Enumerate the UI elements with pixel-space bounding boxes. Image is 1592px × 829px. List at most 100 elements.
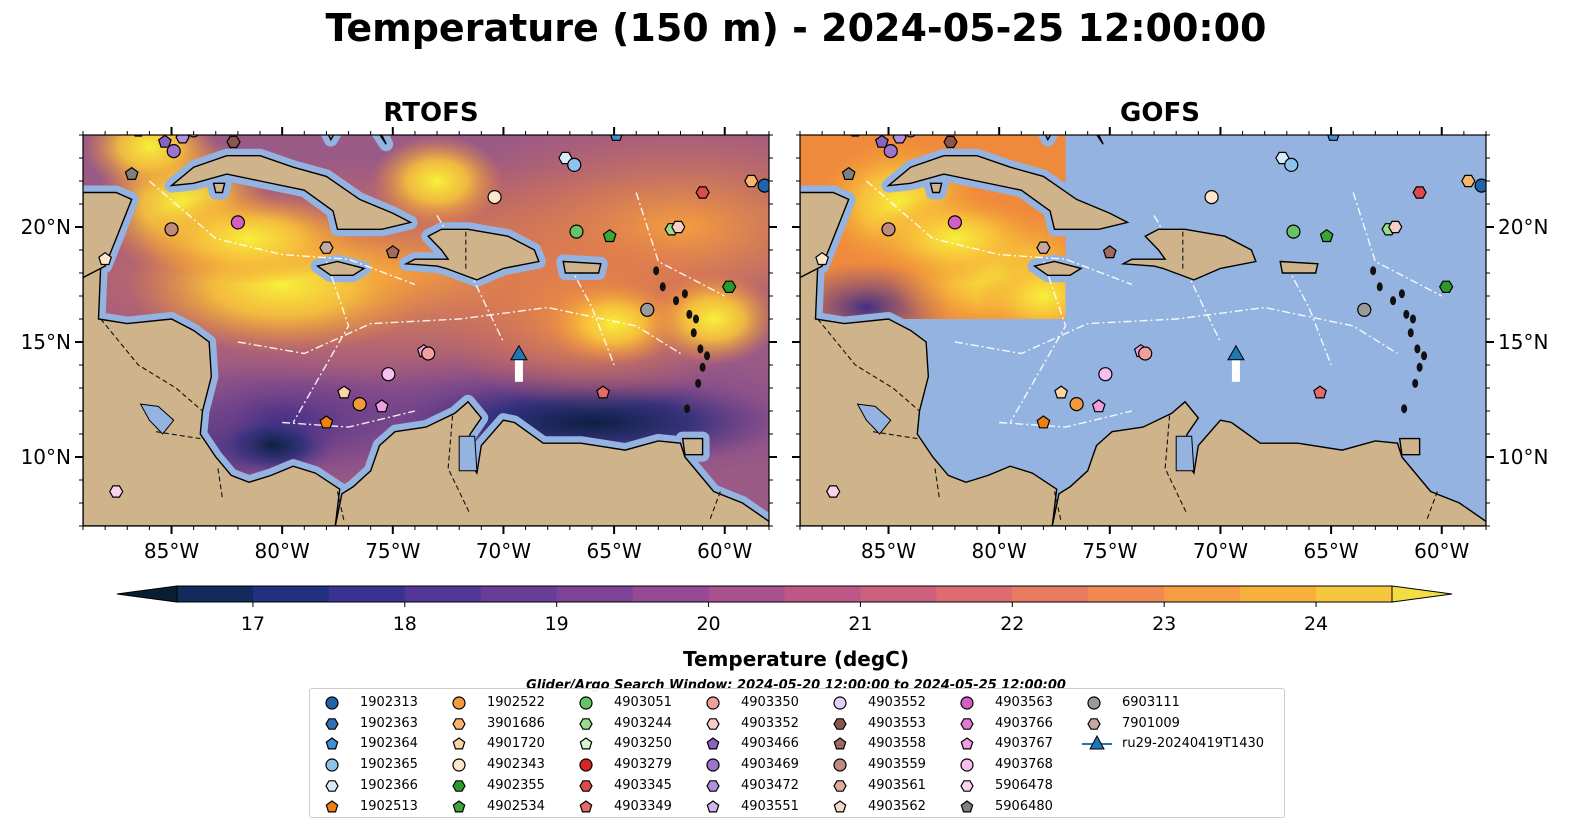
legend-label: 4903551 <box>741 798 799 814</box>
lat-tick-label: 20°N <box>21 215 71 239</box>
lon-tick-label: 60°W <box>697 539 752 563</box>
legend-marker <box>325 779 339 792</box>
float-marker <box>164 222 179 237</box>
legend-marker <box>960 717 974 730</box>
legend: 1902313 1902363 1902364 1902365 1902366 19025… <box>309 688 1285 818</box>
lon-tick-label: 75°W <box>365 539 420 563</box>
float-marker <box>1102 245 1117 259</box>
colorbar-bin <box>1240 586 1317 602</box>
legend-label: 4902355 <box>487 777 545 793</box>
legend-marker <box>325 696 339 710</box>
gofs-panel-title: GOFS <box>1120 98 1200 128</box>
legend-marker-shape <box>452 799 466 812</box>
colorbar-bin <box>328 586 406 602</box>
legend-marker-shape <box>579 758 593 772</box>
legend-marker-shape <box>833 779 847 792</box>
legend-marker <box>706 717 720 730</box>
legend-marker <box>706 799 720 812</box>
lat-tick-label: 15°N <box>21 330 71 354</box>
legend-label: 4903767 <box>995 736 1053 752</box>
colorbar: 17 18 19 20 21 22 23 24 <box>116 585 1453 635</box>
legend-marker-shape <box>579 717 593 730</box>
float-marker <box>381 367 396 382</box>
float-marker <box>1461 174 1476 188</box>
legend-marker <box>833 696 847 710</box>
glider-marker <box>1227 344 1245 361</box>
legend-marker-shape <box>452 737 466 750</box>
legend-label: 3901686 <box>487 715 545 731</box>
legend-label: 5906478 <box>995 777 1053 793</box>
legend-marker <box>833 779 847 792</box>
float-marker <box>374 399 389 413</box>
legend-marker-shape <box>325 717 339 730</box>
legend-marker-shape <box>325 758 339 772</box>
legend-marker <box>579 758 593 772</box>
legend-label: 4903561 <box>868 777 926 793</box>
lon-tick-label: 60°W <box>1414 539 1469 563</box>
legend-marker <box>833 737 847 750</box>
float-marker <box>1069 397 1084 412</box>
float-marker <box>1412 186 1427 199</box>
colorbar-bin <box>784 586 861 602</box>
colorbar-bin <box>1316 586 1393 602</box>
legend-label: 1902513 <box>360 798 418 814</box>
float-marker <box>1036 241 1051 254</box>
float-marker <box>109 485 124 498</box>
glider-marker <box>510 344 528 361</box>
legend-marker-shape <box>960 799 974 812</box>
legend-marker-shape <box>579 737 593 750</box>
colorbar-tick-label: 18 <box>393 613 417 635</box>
colorbar-bin <box>708 586 785 602</box>
legend-marker <box>706 779 720 792</box>
legend-marker <box>833 799 847 812</box>
legend-marker <box>325 799 339 812</box>
colorbar-bin <box>1164 586 1241 602</box>
legend-marker <box>325 758 339 772</box>
float-marker <box>1327 135 1340 141</box>
colorbar-bin <box>252 586 330 602</box>
legend-marker-shape <box>706 799 720 812</box>
legend-marker <box>833 758 847 772</box>
legend-label: 4902343 <box>487 757 545 773</box>
legend-marker <box>833 717 847 730</box>
legend-label: 4903559 <box>868 757 926 773</box>
legend-label: 4903553 <box>868 715 926 731</box>
legend-label: 4903562 <box>868 798 926 814</box>
float-marker <box>337 385 352 399</box>
legend-marker <box>452 779 466 792</box>
rtofs-panel-title: RTOFS <box>383 98 479 128</box>
lat-tick-label: 20°N <box>1498 215 1548 239</box>
legend-marker-shape <box>1087 696 1101 710</box>
float-marker <box>1098 367 1113 382</box>
legend-label: 4902534 <box>487 798 545 814</box>
legend-marker <box>960 696 974 710</box>
legend-marker-shape <box>452 758 466 772</box>
colorbar-tick-label: 23 <box>1152 613 1176 635</box>
legend-marker-shape <box>833 717 847 730</box>
legend-marker-shape <box>960 758 974 772</box>
legend-marker <box>452 758 466 772</box>
legend-marker-shape <box>325 696 339 710</box>
colorbar-bin <box>556 586 634 602</box>
float-marker <box>385 245 400 259</box>
glider-track <box>514 355 523 382</box>
colorbar-bin <box>936 586 1013 602</box>
float-marker <box>1036 415 1051 429</box>
colorbar-tick-label: 20 <box>696 613 720 635</box>
float-marker <box>1388 220 1403 234</box>
lon-tick-label: 65°W <box>586 539 641 563</box>
legend-label: 4903469 <box>741 757 799 773</box>
float-marker <box>841 166 856 180</box>
legend-label: 4903552 <box>868 695 926 710</box>
legend-marker-shape <box>833 737 847 750</box>
colorbar-bin <box>404 586 482 602</box>
legend-marker <box>960 779 974 792</box>
float-marker <box>157 135 172 148</box>
legend-marker-shape <box>706 717 720 730</box>
float-marker <box>1313 385 1327 399</box>
float-marker <box>569 224 584 239</box>
legend-marker-shape <box>325 779 339 792</box>
legend-label: 4903472 <box>741 777 799 793</box>
float-marker <box>421 346 436 361</box>
float-marker <box>1204 190 1219 205</box>
